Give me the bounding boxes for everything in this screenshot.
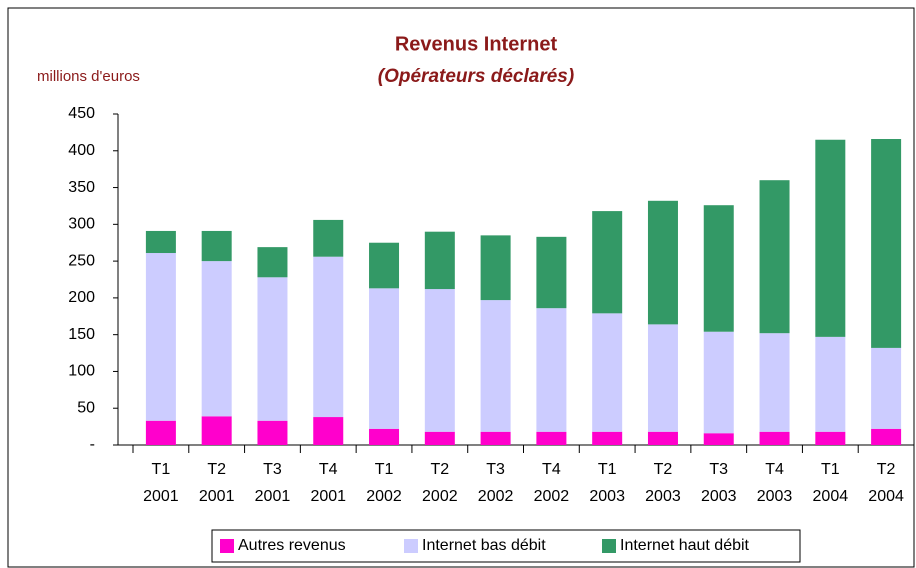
x-tick-label: 2003 (645, 488, 681, 505)
x-tick-label: 2003 (757, 488, 793, 505)
bar (815, 139, 846, 337)
bar (201, 230, 232, 262)
legend-swatch (220, 539, 234, 553)
x-tick-label: 2001 (255, 488, 291, 505)
legend-label: Internet bas débit (422, 537, 546, 554)
bar (871, 347, 902, 429)
legend-swatch (404, 539, 418, 553)
bar (592, 211, 623, 314)
bar (257, 420, 288, 445)
chart-subtitle: (Opérateurs déclarés) (378, 66, 574, 87)
x-tick-label: T3 (263, 461, 282, 478)
y-tick-label: 150 (68, 326, 95, 343)
bar (145, 230, 176, 254)
y-tick-label: 100 (68, 363, 95, 380)
x-tick-label: 2002 (534, 488, 570, 505)
y-tick-label: 350 (68, 179, 95, 196)
x-tick-label: T1 (375, 461, 394, 478)
legend-label: Internet haut débit (620, 537, 750, 554)
bar (759, 431, 790, 445)
bar (647, 200, 678, 325)
x-tick-label: 2004 (868, 488, 904, 505)
x-tick-label: T4 (542, 461, 561, 478)
x-tick-label: 2002 (478, 488, 514, 505)
bar (369, 288, 400, 429)
bar (536, 431, 567, 445)
bar (145, 253, 176, 421)
bar (424, 431, 455, 445)
y-axis-label: millions d'euros (37, 68, 140, 85)
bar (703, 331, 734, 434)
x-tick-label: T4 (765, 461, 784, 478)
x-tick-label: 2001 (143, 488, 179, 505)
y-tick-label: 250 (68, 252, 95, 269)
bar (145, 420, 176, 445)
legend-swatch (602, 539, 616, 553)
x-tick-label: T1 (152, 461, 171, 478)
bar (424, 289, 455, 432)
bar (480, 235, 511, 301)
x-tick-label: 2003 (701, 488, 737, 505)
bar (815, 336, 846, 432)
x-tick-label: T2 (207, 461, 226, 478)
bar (759, 333, 790, 432)
x-tick-label: T2 (430, 461, 449, 478)
bar (759, 180, 790, 334)
x-tick-label: T1 (821, 461, 840, 478)
y-tick-label: - (90, 436, 95, 453)
bar (369, 428, 400, 445)
bar (703, 433, 734, 445)
legend-label: Autres revenus (238, 537, 346, 554)
bar (703, 205, 734, 332)
bar (201, 416, 232, 445)
bar (313, 256, 344, 418)
bar (369, 242, 400, 289)
bar (480, 300, 511, 432)
x-tick-label: T3 (486, 461, 505, 478)
bar (871, 428, 902, 445)
y-tick-label: 300 (68, 216, 95, 233)
y-tick-label: 450 (68, 105, 95, 122)
bar (257, 247, 288, 278)
bar (871, 139, 902, 348)
bar (257, 277, 288, 421)
bar (313, 219, 344, 257)
bar (647, 324, 678, 432)
y-tick-label: 400 (68, 142, 95, 159)
x-tick-label: 2004 (813, 488, 849, 505)
bar (647, 431, 678, 445)
bar (592, 313, 623, 432)
bar (480, 431, 511, 445)
bar (424, 231, 455, 290)
y-tick-label: 200 (68, 289, 95, 306)
bar (536, 236, 567, 309)
x-tick-label: T3 (709, 461, 728, 478)
x-tick-label: 2003 (589, 488, 625, 505)
bar (592, 431, 623, 445)
x-tick-label: T2 (877, 461, 896, 478)
bar (815, 431, 846, 445)
legend-box (211, 529, 801, 563)
x-tick-label: T1 (598, 461, 617, 478)
bar (313, 417, 344, 445)
bar (201, 261, 232, 417)
chart-title: Revenus Internet (395, 33, 558, 55)
x-tick-label: 2001 (199, 488, 235, 505)
x-tick-label: T2 (654, 461, 673, 478)
y-tick-label: 50 (77, 399, 95, 416)
x-tick-label: T4 (319, 461, 338, 478)
x-tick-label: 2002 (366, 488, 402, 505)
x-tick-label: 2001 (310, 488, 346, 505)
bar (536, 308, 567, 432)
x-tick-label: 2002 (422, 488, 458, 505)
